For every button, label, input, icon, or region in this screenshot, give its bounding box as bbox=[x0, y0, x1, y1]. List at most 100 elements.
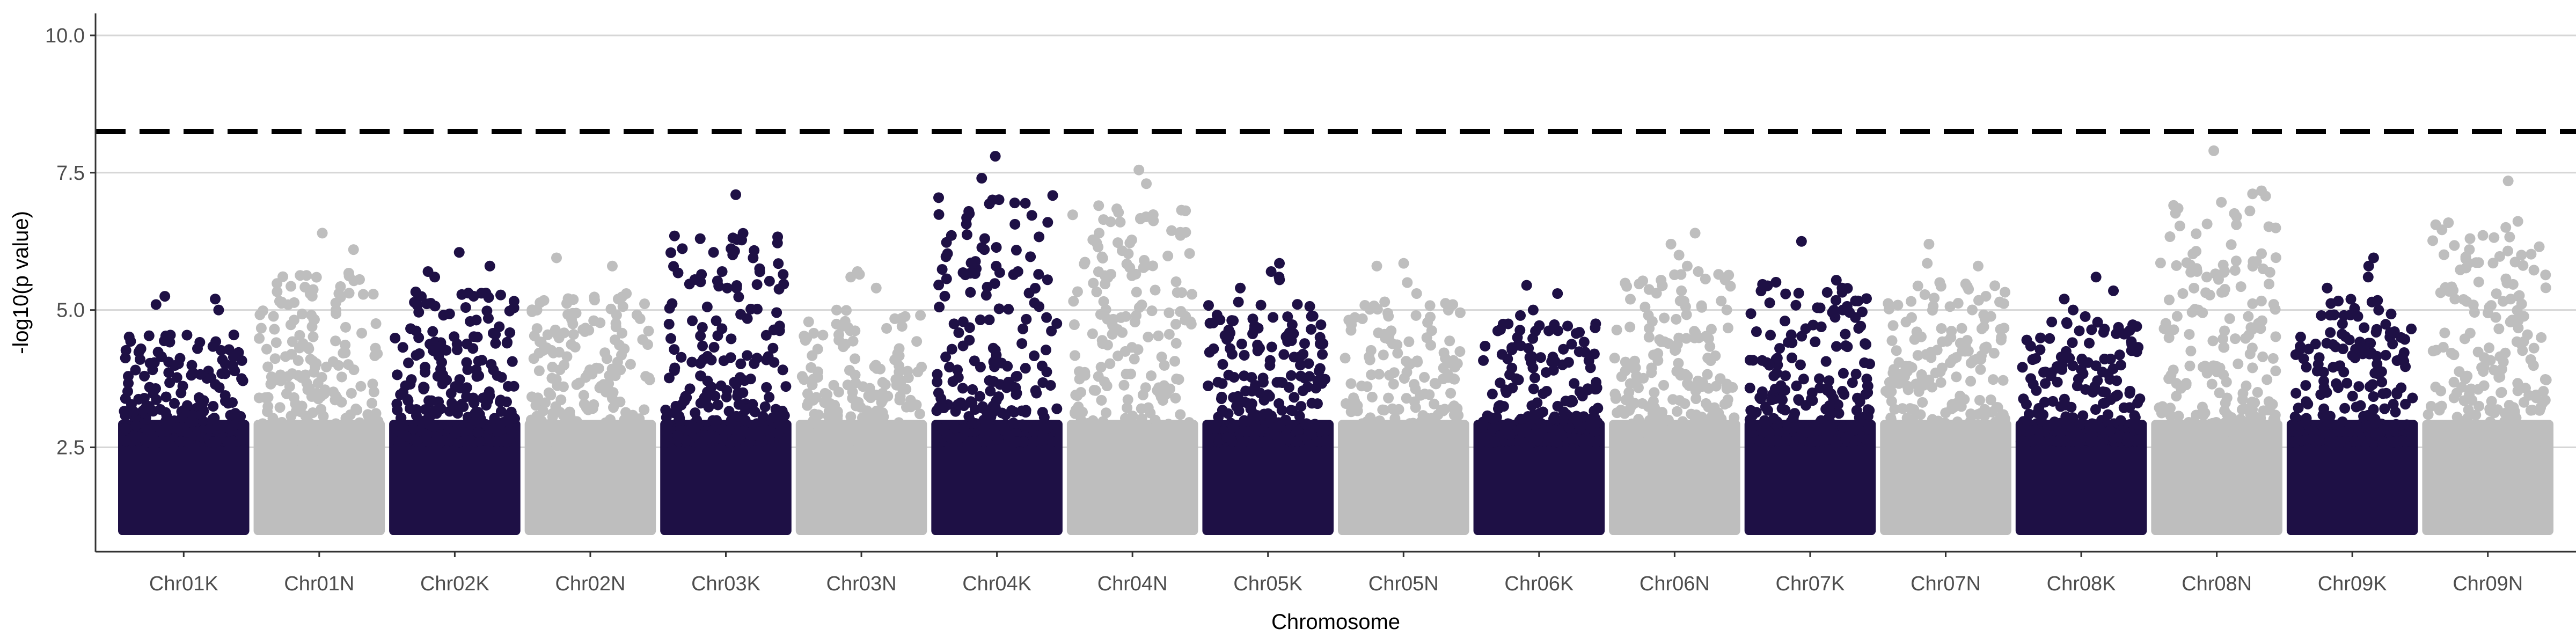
point bbox=[726, 333, 737, 345]
point bbox=[822, 430, 833, 442]
point bbox=[1051, 403, 1063, 414]
point bbox=[2247, 433, 2258, 444]
point bbox=[2295, 332, 2306, 343]
point bbox=[2175, 436, 2186, 448]
point bbox=[2494, 351, 2506, 362]
point bbox=[2264, 267, 2275, 278]
point bbox=[1163, 328, 1175, 340]
point bbox=[1703, 333, 1714, 344]
point bbox=[1574, 386, 1585, 398]
point bbox=[1700, 398, 1711, 409]
point bbox=[427, 326, 438, 337]
peak-point bbox=[1796, 236, 1807, 247]
point bbox=[1009, 218, 1021, 230]
point bbox=[991, 260, 1002, 272]
point bbox=[2226, 239, 2237, 250]
point bbox=[469, 331, 480, 342]
point bbox=[1122, 402, 1133, 413]
point bbox=[428, 345, 439, 356]
point bbox=[1634, 279, 1645, 290]
point bbox=[945, 433, 956, 444]
x-tick-label-chr01n: Chr01N bbox=[284, 573, 354, 595]
peak-point bbox=[2505, 294, 2516, 305]
point bbox=[2391, 389, 2403, 400]
point bbox=[616, 349, 627, 361]
point bbox=[764, 392, 775, 403]
point bbox=[1528, 409, 1539, 421]
point bbox=[1658, 413, 1669, 425]
point bbox=[2377, 388, 2389, 399]
point bbox=[2243, 311, 2254, 322]
point bbox=[1298, 348, 1309, 360]
point bbox=[474, 436, 485, 447]
point bbox=[2047, 396, 2059, 407]
point bbox=[2349, 436, 2360, 447]
point bbox=[933, 280, 945, 291]
point bbox=[2443, 286, 2455, 297]
point bbox=[2502, 245, 2514, 257]
point bbox=[287, 368, 298, 379]
point bbox=[547, 362, 558, 373]
point bbox=[411, 410, 422, 421]
point bbox=[120, 423, 131, 434]
point bbox=[2444, 436, 2455, 448]
point bbox=[1180, 205, 1191, 216]
peak-point bbox=[2193, 304, 2204, 316]
point bbox=[504, 305, 515, 317]
point bbox=[1012, 371, 1023, 382]
point bbox=[1123, 427, 1135, 438]
peak-point bbox=[2362, 272, 2374, 283]
point bbox=[1212, 377, 1224, 388]
point bbox=[175, 436, 186, 447]
point bbox=[1656, 434, 1667, 445]
point bbox=[1172, 287, 1183, 298]
point bbox=[559, 425, 570, 436]
point bbox=[745, 303, 757, 314]
point bbox=[569, 341, 581, 353]
point bbox=[1705, 435, 1716, 447]
point bbox=[634, 313, 646, 324]
point bbox=[1723, 269, 1735, 281]
point bbox=[1394, 425, 1405, 436]
point bbox=[120, 353, 131, 364]
point bbox=[2201, 218, 2213, 230]
point bbox=[669, 362, 680, 374]
point bbox=[695, 358, 706, 369]
point bbox=[977, 401, 989, 412]
point bbox=[2443, 422, 2454, 433]
point bbox=[1643, 332, 1655, 343]
point bbox=[1319, 374, 1330, 385]
point bbox=[2216, 196, 2227, 208]
peak-point bbox=[2177, 288, 2189, 299]
peak-point bbox=[1093, 200, 1104, 211]
point bbox=[1658, 379, 1670, 391]
point bbox=[640, 371, 652, 382]
peak-point bbox=[2108, 285, 2119, 296]
point bbox=[1373, 369, 1385, 380]
point bbox=[974, 391, 985, 402]
point bbox=[2472, 346, 2484, 357]
point bbox=[526, 391, 537, 402]
point bbox=[2218, 333, 2229, 345]
point bbox=[257, 433, 268, 444]
point bbox=[2460, 262, 2471, 274]
point bbox=[1364, 304, 1375, 315]
point bbox=[2247, 362, 2258, 374]
peak-point bbox=[1665, 238, 1677, 250]
point bbox=[1309, 419, 1321, 430]
point bbox=[1609, 353, 1620, 364]
point bbox=[711, 315, 722, 326]
point bbox=[1987, 435, 1998, 446]
point bbox=[2372, 358, 2383, 370]
dense-points-chr05k bbox=[1202, 420, 1334, 536]
point bbox=[2165, 370, 2177, 381]
point bbox=[2513, 323, 2524, 334]
point bbox=[1260, 436, 1271, 447]
point bbox=[1296, 401, 1307, 412]
point bbox=[2376, 366, 2387, 377]
point bbox=[948, 318, 960, 330]
point bbox=[2073, 374, 2084, 385]
point bbox=[2437, 430, 2448, 441]
point bbox=[1821, 287, 1833, 298]
point bbox=[727, 249, 738, 260]
